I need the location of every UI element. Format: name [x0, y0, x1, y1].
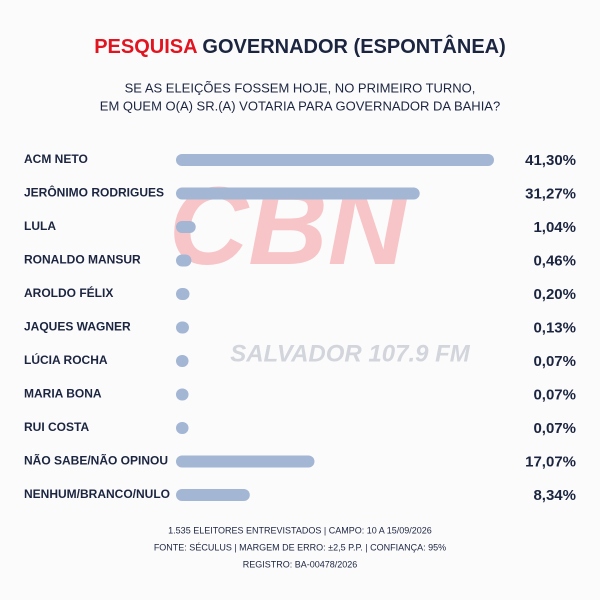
watermark-logo: CBN	[169, 165, 410, 288]
category-label: AROLDO FÉLIX	[24, 285, 113, 300]
title-highlight: PESQUISA	[94, 36, 197, 58]
subtitle: SE AS ELEIÇÕES FOSSEM HOJE, NO PRIMEIRO …	[125, 80, 476, 95]
value-label: 41,30%	[525, 152, 576, 169]
category-label: NÃO SABE/NÃO OPINOU	[24, 453, 168, 468]
footer: FONTE: SÉCULUS | MARGEM DE ERRO: ±2,5 P.…	[154, 542, 446, 552]
value-label: 31,27%	[525, 185, 576, 202]
value-label: 0,07%	[533, 353, 576, 370]
value-label: 0,07%	[533, 420, 576, 437]
value-label: 17,07%	[525, 453, 576, 470]
category-label: LÚCIA ROCHA	[24, 352, 108, 367]
watermark-sub: SALVADOR 107.9 FM	[230, 340, 471, 367]
category-label: RUI COSTA	[24, 420, 89, 434]
value-label: 0,07%	[533, 386, 576, 403]
value-label: 0,20%	[533, 286, 576, 303]
category-label: JERÔNIMO RODRIGUES	[24, 185, 164, 200]
category-label: LULA	[24, 219, 56, 233]
title-rest: GOVERNADOR (ESPONTÂNEA)	[202, 34, 505, 58]
category-label: MARIA BONA	[24, 387, 102, 401]
category-label: RONALDO MANSUR	[24, 253, 141, 267]
value-label: 1,04%	[533, 219, 576, 236]
chart-title: PESQUISA GOVERNADOR (ESPONTÂNEA)	[94, 34, 506, 58]
value-label: 8,34%	[533, 487, 576, 504]
value-label: 0,13%	[533, 319, 576, 336]
value-label: 0,46%	[533, 252, 576, 269]
category-label: JAQUES WAGNER	[24, 320, 131, 334]
category-label: ACM NETO	[24, 152, 88, 166]
footer: 1.535 ELEITORES ENTREVISTADOS | CAMPO: 1…	[168, 525, 432, 535]
subtitle: EM QUEM O(A) SR.(A) VOTARIA PARA GOVERNA…	[100, 98, 500, 113]
category-label: NENHUM/BRANCO/NULO	[24, 487, 170, 501]
footer: REGISTRO: BA-00478/2026	[243, 559, 358, 569]
